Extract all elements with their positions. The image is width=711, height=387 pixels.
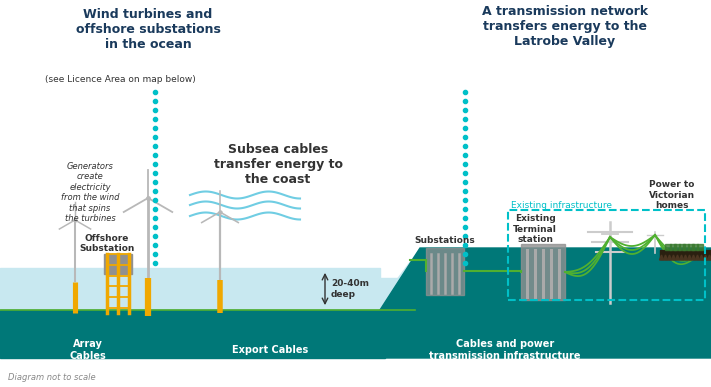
Bar (508, 210, 705, 300)
Text: 20-40m
deep: 20-40m deep (331, 279, 369, 299)
Text: Cables and power
transmission infrastructure: Cables and power transmission infrastruc… (429, 339, 581, 361)
Polygon shape (375, 249, 420, 309)
Polygon shape (692, 255, 695, 260)
Bar (684, 250, 687, 259)
Bar (521, 244, 565, 300)
Bar (660, 250, 663, 259)
Polygon shape (700, 255, 703, 260)
Text: Existing
Terminal
station: Existing Terminal station (513, 214, 557, 244)
Text: Wind turbines and
offshore substations
in the ocean: Wind turbines and offshore substations i… (75, 8, 220, 51)
Bar (0, 310, 385, 358)
Text: Diagram not to scale: Diagram not to scale (8, 373, 95, 382)
Text: Array
Cables: Array Cables (70, 339, 107, 361)
Polygon shape (668, 255, 671, 260)
Bar (380, 278, 420, 310)
Bar (692, 250, 695, 259)
Bar (688, 250, 691, 259)
Text: Power to
Victorian
homes: Power to Victorian homes (649, 180, 695, 210)
Text: A transmission network
transfers energy to the
Latrobe Valley: A transmission network transfers energy … (482, 5, 648, 48)
Bar (676, 250, 679, 259)
Polygon shape (680, 255, 683, 260)
Polygon shape (695, 255, 700, 260)
Bar (696, 250, 699, 259)
Polygon shape (660, 255, 663, 260)
Polygon shape (703, 255, 707, 260)
Bar (708, 250, 711, 259)
Bar (700, 250, 703, 259)
Polygon shape (688, 255, 692, 260)
Bar (104, 254, 132, 274)
Bar (664, 250, 667, 259)
Text: Existing infrastructure: Existing infrastructure (511, 201, 612, 210)
Bar (672, 250, 675, 259)
Text: Offshore
Substation: Offshore Substation (80, 234, 134, 253)
Text: Substations: Substations (415, 236, 476, 245)
Text: Export Cables: Export Cables (232, 345, 308, 355)
Bar (704, 250, 707, 259)
Polygon shape (380, 248, 711, 358)
Polygon shape (683, 255, 688, 260)
Polygon shape (707, 255, 711, 260)
Text: (see Licence Area on map below): (see Licence Area on map below) (45, 75, 196, 84)
Bar (426, 248, 464, 295)
Bar (0, 268, 380, 310)
Polygon shape (663, 255, 668, 260)
Polygon shape (675, 255, 680, 260)
Polygon shape (671, 255, 675, 260)
Bar (680, 250, 683, 259)
Text: Generators
create
electricity
from the wind
that spins
the turbines: Generators create electricity from the w… (60, 162, 119, 223)
Bar (668, 250, 671, 259)
Text: Subsea cables
transfer energy to
the coast: Subsea cables transfer energy to the coa… (213, 143, 343, 186)
